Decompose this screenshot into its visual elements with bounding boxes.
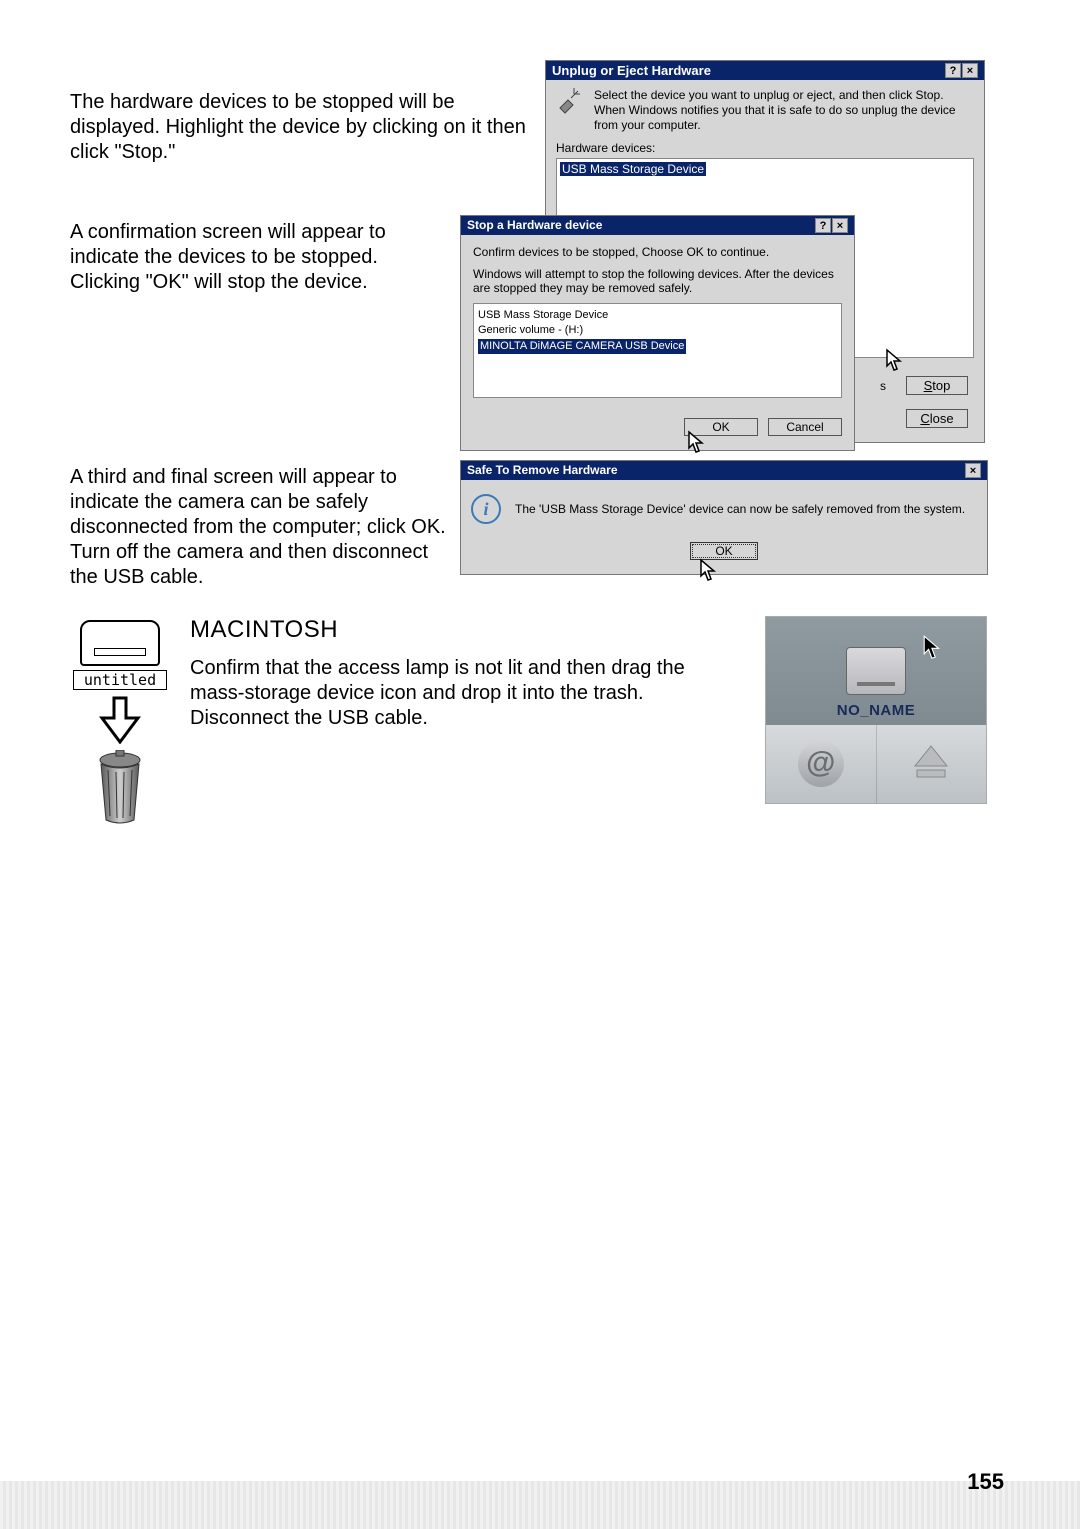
ok-button[interactable]: OK xyxy=(684,418,758,436)
stop-devices-list[interactable]: USB Mass Storage Device Generic volume -… xyxy=(473,303,842,398)
safe-remove-msg: The 'USB Mass Storage Device' device can… xyxy=(515,502,965,516)
page-number: 155 xyxy=(967,1469,1004,1495)
mac-icon-column: untitled xyxy=(70,620,170,826)
step1-text: The hardware devices to be stopped will … xyxy=(70,90,540,165)
close-button[interactable]: × xyxy=(832,218,848,233)
stop-device-title: Stop a Hardware device xyxy=(467,218,602,233)
safe-remove-title: Safe To Remove Hardware xyxy=(467,463,618,478)
unplug-title: Unplug or Eject Hardware xyxy=(552,63,711,78)
step2-text: A confirmation screen will appear to ind… xyxy=(70,220,450,295)
drive-label: untitled xyxy=(73,670,167,690)
close-button[interactable]: × xyxy=(965,463,981,478)
help-button[interactable]: ? xyxy=(945,63,961,78)
macintosh-heading: MACINTOSH xyxy=(190,616,338,644)
cursor-icon xyxy=(922,634,944,662)
properties-button-partial[interactable]: s xyxy=(880,379,886,393)
info-icon xyxy=(471,494,501,524)
stop-line2: Windows will attempt to stop the followi… xyxy=(473,267,842,295)
step3-text: A third and final screen will appear to … xyxy=(70,465,450,590)
drive-icon xyxy=(80,620,160,666)
eject-icon[interactable] xyxy=(909,740,953,789)
stop-device-dialog: Stop a Hardware device ? × Confirm devic… xyxy=(460,215,855,451)
safe-remove-dialog: Safe To Remove Hardware × The 'USB Mass … xyxy=(460,460,988,575)
unplug-intro-text: Select the device you want to unplug or … xyxy=(594,88,974,133)
unplug-titlebar: Unplug or Eject Hardware ? × xyxy=(546,61,984,80)
stop-line1: Confirm devices to be stopped, Choose OK… xyxy=(473,245,842,259)
unplug-icon xyxy=(556,88,584,116)
cancel-button[interactable]: Cancel xyxy=(768,418,842,436)
list-item[interactable]: Generic volume - (H:) xyxy=(478,323,837,338)
osx-drive-icon[interactable] xyxy=(846,647,906,695)
help-button[interactable]: ? xyxy=(815,218,831,233)
list-item-selected[interactable]: MINOLTA DiMAGE CAMERA USB Device xyxy=(478,339,686,354)
close-button[interactable]: × xyxy=(962,63,978,78)
close-dialog-button[interactable]: Close xyxy=(906,409,968,428)
arrow-down-icon xyxy=(98,696,142,744)
at-icon[interactable]: @ xyxy=(798,741,844,787)
usb-device-item[interactable]: USB Mass Storage Device xyxy=(560,162,706,176)
hardware-devices-label: Hardware devices: xyxy=(556,141,974,155)
list-item[interactable]: USB Mass Storage Device xyxy=(478,308,837,323)
stop-button[interactable]: Stop xyxy=(906,376,968,395)
osx-dock-panel: NO_NAME @ xyxy=(765,616,987,804)
trash-icon xyxy=(92,750,148,826)
ok-button[interactable]: OK xyxy=(690,542,758,560)
page-ridges xyxy=(0,1481,1080,1529)
osx-drive-label: NO_NAME xyxy=(766,702,986,719)
macintosh-paragraph: Confirm that the access lamp is not lit … xyxy=(190,656,700,731)
